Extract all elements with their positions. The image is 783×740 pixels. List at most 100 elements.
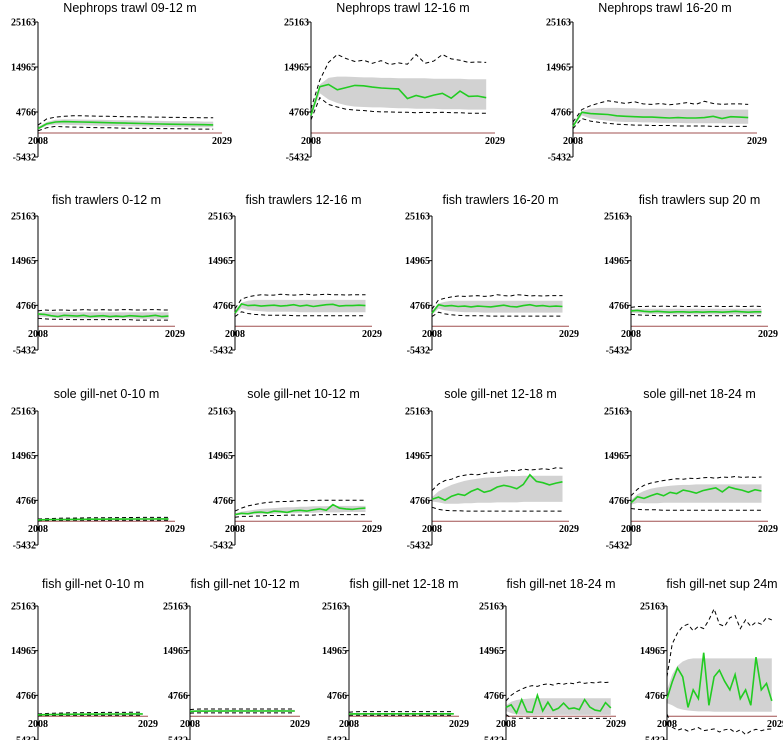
median-line	[37, 120, 214, 130]
y-tick-label: 25163	[11, 212, 36, 223]
y-tick-label: 4766	[327, 691, 347, 702]
median-line	[189, 710, 295, 713]
chart-panel-9: sole gill-net 10-12 m 25163 14965 4766 -5432…	[208, 387, 382, 552]
upper-bound-line	[37, 516, 169, 520]
chart-title: fish gill-net 10-12 m	[190, 577, 299, 591]
y-tick-label: -5432	[606, 541, 629, 552]
y-tick-label: 25163	[479, 602, 504, 613]
y-tick-label: 14965	[640, 646, 665, 657]
y-tick-label: 14965	[284, 62, 309, 73]
y-tick-label: 25163	[284, 18, 309, 29]
x-tick-label-end: 2029	[165, 329, 185, 340]
chart-title: sole gill-net 0-10 m	[54, 387, 160, 401]
x-tick-label-end: 2029	[758, 329, 778, 340]
uncertainty-band	[311, 76, 487, 118]
chart-title: fish gill-net 12-18 m	[349, 577, 458, 591]
lower-bound-line	[37, 714, 143, 717]
upper-bound-line	[505, 681, 611, 702]
chart-title: fish gill-net 0-10 m	[42, 577, 144, 591]
lower-bound-line	[234, 514, 366, 518]
uncertainty-band	[432, 300, 563, 315]
y-tick-label: 25163	[11, 18, 36, 29]
chart-panel-4: fish trawlers 0-12 m 25163 14965 4766 -5432 2…	[11, 193, 185, 357]
y-tick-label: 14965	[11, 62, 36, 73]
y-tick-label: -5432	[13, 346, 36, 357]
y-tick-label: 25163	[405, 407, 430, 418]
y-tick-label: 4766	[645, 691, 665, 702]
median-line	[37, 713, 143, 716]
x-tick-label-end: 2029	[758, 524, 778, 535]
y-tick-label: -5432	[210, 541, 233, 552]
chart-panel-7: fish trawlers sup 20 m 25163 14965 4766 -543…	[604, 193, 778, 357]
chart-title: fish gill-net 18-24 m	[506, 577, 615, 591]
lower-bound-line	[431, 506, 563, 512]
y-tick-label: -5432	[407, 541, 430, 552]
y-tick-label: 25163	[604, 212, 629, 223]
x-tick-label-start: 2008	[180, 719, 200, 730]
chart-title: fish trawlers sup 20 m	[639, 193, 761, 207]
uncertainty-band	[667, 658, 772, 712]
lower-bound-line	[37, 317, 169, 321]
chart-panel-2: Nephrops trawl 12-16 m 25163 14965 4766 -543…	[284, 1, 505, 164]
x-tick-label-end: 2029	[362, 329, 382, 340]
chart-panel-10: sole gill-net 12-18 m 25163 14965 4766 -5432…	[405, 387, 579, 552]
uncertainty-band	[235, 299, 366, 315]
median-line	[37, 313, 169, 318]
x-tick-label-start: 2008	[496, 719, 516, 730]
lower-bound-line	[572, 117, 749, 129]
x-tick-label-end: 2029	[559, 524, 579, 535]
x-tick-label-end: 2029	[138, 719, 158, 730]
y-tick-label: 14965	[208, 256, 233, 267]
y-tick-label: 14965	[322, 646, 347, 657]
upper-bound-line	[431, 294, 563, 310]
y-tick-label: 25163	[640, 602, 665, 613]
y-tick-label: 14965	[546, 62, 571, 73]
y-tick-label: 25163	[208, 212, 233, 223]
median-line	[234, 503, 366, 516]
median-line	[572, 111, 749, 127]
y-tick-label: 14965	[479, 646, 504, 657]
median-line	[37, 518, 169, 521]
x-tick-label-start: 2008	[563, 136, 583, 147]
median-line	[431, 303, 563, 314]
x-tick-label-start: 2008	[225, 329, 245, 340]
y-tick-label: -5432	[210, 346, 233, 357]
y-tick-label: 25163	[163, 602, 188, 613]
upper-bound-line	[234, 293, 366, 309]
y-tick-label: 25163	[11, 407, 36, 418]
y-tick-label: 4766	[16, 691, 36, 702]
upper-bound-line	[37, 115, 214, 126]
median-line	[431, 473, 563, 502]
y-tick-label: -5432	[481, 736, 504, 740]
upper-bound-line	[310, 53, 487, 109]
y-tick-label: -5432	[13, 736, 36, 740]
y-tick-label: 14965	[604, 256, 629, 267]
y-tick-label: 25163	[405, 212, 430, 223]
x-tick-label-end: 2029	[362, 524, 382, 535]
y-tick-label: 4766	[16, 496, 36, 507]
chart-panel-11: sole gill-net 18-24 m 25163 14965 4766 -5432…	[604, 387, 778, 552]
chart-title: fish trawlers 0-12 m	[52, 193, 161, 207]
y-tick-label: 4766	[410, 496, 430, 507]
x-tick-label-start: 2008	[225, 524, 245, 535]
upper-bound-line	[431, 467, 563, 491]
chart-title: Nephrops trawl 16-20 m	[598, 1, 731, 15]
chart-panel-1: Nephrops trawl 09-12 m 25163 14965 4766 -543…	[11, 1, 232, 164]
y-tick-label: 14965	[208, 451, 233, 462]
chart-title: sole gill-net 18-24 m	[643, 387, 756, 401]
y-tick-label: 14965	[604, 451, 629, 462]
y-tick-label: 14965	[11, 451, 36, 462]
upper-bound-line	[630, 475, 762, 497]
y-tick-label: -5432	[324, 736, 347, 740]
lower-bound-line	[630, 508, 762, 511]
lower-bound-line	[630, 313, 762, 317]
x-tick-label-start: 2008	[621, 329, 641, 340]
x-tick-label-start: 2008	[657, 719, 677, 730]
x-tick-label-start: 2008	[301, 136, 321, 147]
y-tick-label: 25163	[604, 407, 629, 418]
y-tick-label: 4766	[609, 496, 629, 507]
y-tick-label: -5432	[548, 153, 571, 164]
